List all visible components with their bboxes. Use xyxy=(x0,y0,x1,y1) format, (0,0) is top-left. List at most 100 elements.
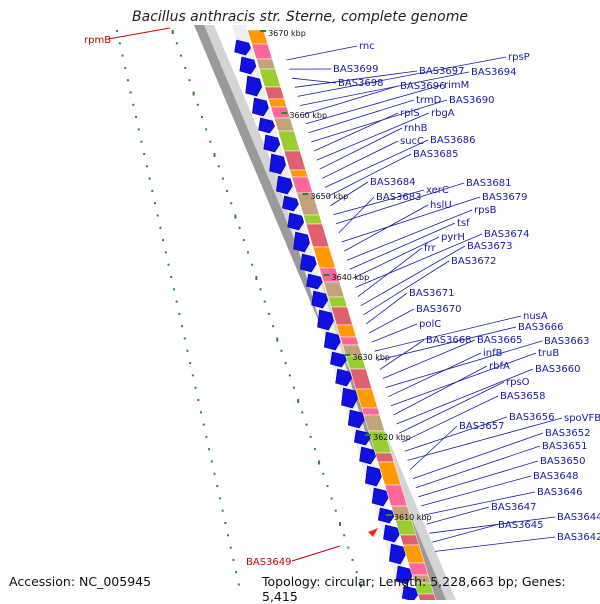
gene-label-bas3666[interactable]: BAS3666 xyxy=(518,322,564,333)
gene-block[interactable] xyxy=(290,170,308,177)
gene-label-bas3694[interactable]: BAS3694 xyxy=(471,67,517,78)
gene-label-nusa[interactable]: nusA xyxy=(523,311,548,322)
gene-label-bas3660[interactable]: BAS3660 xyxy=(535,364,581,375)
gene-label-bas3697[interactable]: BAS3697 xyxy=(419,66,465,77)
gene-label-bas3671[interactable]: BAS3671 xyxy=(409,288,455,299)
gene-label-rpsp[interactable]: rpsP xyxy=(508,52,530,63)
tick-dot xyxy=(251,264,253,266)
gene-label-bas3658[interactable]: BAS3658 xyxy=(500,391,546,402)
outer-tick-dot xyxy=(157,215,159,217)
gene-label-bas3696[interactable]: BAS3696 xyxy=(400,81,446,92)
gene-label-bas3698[interactable]: BAS3698 xyxy=(338,78,384,89)
gene-block[interactable] xyxy=(268,99,286,107)
rpmB-label[interactable]: rpmB xyxy=(84,35,111,46)
gene-label-rnhb[interactable]: rnhB xyxy=(404,123,428,134)
gene-arrow[interactable] xyxy=(384,525,400,542)
gene-label-rbga[interactable]: rbgA xyxy=(431,108,455,119)
gene-label-trmd[interactable]: trmD xyxy=(416,95,442,106)
gene-label-rpls[interactable]: rplS xyxy=(400,108,420,119)
gene-label-bas3683[interactable]: BAS3683 xyxy=(376,192,422,203)
gene-block[interactable] xyxy=(303,215,322,224)
bas3649-label[interactable]: BAS3649 xyxy=(246,557,292,568)
gene-block[interactable] xyxy=(252,44,273,59)
gene-block[interactable] xyxy=(248,30,268,44)
gene-block[interactable] xyxy=(400,535,419,545)
outer-tick-dot xyxy=(132,104,134,106)
gene-label-bas3672[interactable]: BAS3672 xyxy=(451,256,497,267)
gene-block[interactable] xyxy=(284,151,306,170)
gene-label-hslu[interactable]: hslU xyxy=(430,200,452,211)
tick-dot xyxy=(218,165,220,167)
outer-tick-dot xyxy=(149,178,151,180)
gene-block[interactable] xyxy=(362,408,380,415)
gene-label-bas3665[interactable]: BAS3665 xyxy=(477,335,523,346)
gene-label-pyrh[interactable]: pyrH xyxy=(441,232,465,243)
gene-label-rpso[interactable]: rpsO xyxy=(506,377,530,388)
gene-label-frr[interactable]: frr xyxy=(424,243,436,254)
gene-label-bas3656[interactable]: BAS3656 xyxy=(509,412,555,423)
outer-tick-dot xyxy=(224,522,226,524)
gene-label-bas3647[interactable]: BAS3647 xyxy=(491,502,537,513)
gene-label-bas3684[interactable]: BAS3684 xyxy=(370,177,416,188)
gene-label-bas3645[interactable]: BAS3645 xyxy=(498,520,544,531)
gene-block[interactable] xyxy=(292,177,313,193)
gene-label-succ[interactable]: sucC xyxy=(400,136,424,147)
gene-label-bas3663[interactable]: BAS3663 xyxy=(544,336,590,347)
gene-block[interactable] xyxy=(256,59,275,69)
gene-label-bas3651[interactable]: BAS3651 xyxy=(542,441,588,452)
gene-label-bas3685[interactable]: BAS3685 xyxy=(413,149,459,160)
tick-dot xyxy=(293,387,295,389)
outer-tick-dot xyxy=(195,387,197,389)
tick-dot xyxy=(318,461,320,465)
outer-tick-dot xyxy=(214,473,216,475)
outer-tick-dot xyxy=(146,165,148,167)
gene-label-bas3652[interactable]: BAS3652 xyxy=(545,428,591,439)
tick-dot xyxy=(268,313,270,315)
label-leader xyxy=(435,537,555,551)
gene-label-infb[interactable]: infB xyxy=(483,348,503,359)
gene-block[interactable] xyxy=(375,453,394,462)
tick-dot xyxy=(230,202,232,204)
gene-label-bas3646[interactable]: BAS3646 xyxy=(537,487,583,498)
gene-label-tsf[interactable]: tsf xyxy=(457,218,470,229)
gene-block[interactable] xyxy=(337,325,357,337)
gene-label-trub[interactable]: truB xyxy=(538,348,559,359)
gene-label-spovfb[interactable]: spoVFB xyxy=(564,413,600,424)
gene-label-bas3674[interactable]: BAS3674 xyxy=(484,229,530,240)
gene-label-bas3670[interactable]: BAS3670 xyxy=(416,304,462,315)
gene-block[interactable] xyxy=(328,297,347,307)
gene-label-rpsb[interactable]: rpsB xyxy=(474,205,497,216)
tick-dot xyxy=(331,497,333,499)
gene-label-rimm[interactable]: rimM xyxy=(444,80,469,91)
gene-label-bas3699[interactable]: BAS3699 xyxy=(333,64,379,75)
gene-block[interactable] xyxy=(265,87,285,99)
gene-block[interactable] xyxy=(340,337,358,345)
gene-label-bas3673[interactable]: BAS3673 xyxy=(467,241,513,252)
gene-label-bas3681[interactable]: BAS3681 xyxy=(466,178,512,189)
tick-dot xyxy=(260,288,262,290)
gene-label-rbfa[interactable]: rbfA xyxy=(489,361,510,372)
gene-label-bas3644[interactable]: BAS3644 xyxy=(557,512,600,523)
outer-tick-dot xyxy=(227,534,229,536)
tick-dot xyxy=(280,350,282,352)
label-leader xyxy=(287,46,357,60)
tick-dot xyxy=(226,190,228,192)
outer-tick-dot xyxy=(127,79,129,81)
gene-label-polc[interactable]: polC xyxy=(419,319,441,330)
gene-label-bas3668[interactable]: BAS3668 xyxy=(426,335,472,346)
gene-label-bas3679[interactable]: BAS3679 xyxy=(482,192,528,203)
outer-tick-dot xyxy=(168,264,170,266)
gene-label-bas3642[interactable]: BAS3642 xyxy=(557,532,600,543)
gene-label-bas3657[interactable]: BAS3657 xyxy=(459,421,505,432)
gene-label-rnc[interactable]: rnc xyxy=(359,41,375,52)
bas3649-marker xyxy=(368,528,378,537)
gene-label-bas3686[interactable]: BAS3686 xyxy=(430,135,476,146)
gene-label-bas3650[interactable]: BAS3650 xyxy=(540,456,586,467)
gene-label-bas3690[interactable]: BAS3690 xyxy=(449,95,495,106)
gene-block[interactable] xyxy=(313,247,335,268)
outer-tick-dot xyxy=(130,92,132,94)
gene-label-bas3648[interactable]: BAS3648 xyxy=(533,471,579,482)
gene-label-xerc[interactable]: xerC xyxy=(426,185,449,196)
